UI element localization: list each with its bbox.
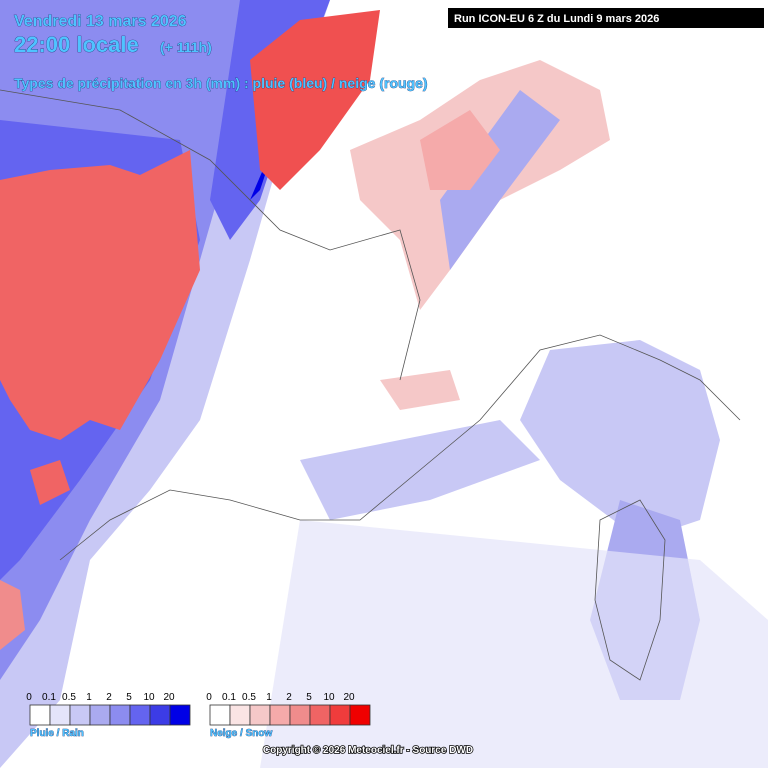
legend-label: 0.5 [242,692,256,703]
legend-swatch [249,704,271,726]
run-info: Run ICON-EU 6 Z du Lundi 9 mars 2026 [454,13,659,25]
legend-swatch [89,704,111,726]
legend-swatch [69,704,91,726]
legend-swatch [49,704,71,726]
legend-label: 2 [286,692,292,703]
legend-swatch [149,704,171,726]
legend-swatch [309,704,331,726]
subtitle: Types de précipitation en 3h (mm) : plui… [14,75,428,91]
legend-swatch [269,704,291,726]
legend-label: 10 [323,692,335,703]
legend-label: 20 [343,692,355,703]
legend-swatch [209,704,231,726]
legend-label: 5 [306,692,312,703]
legend-label: 1 [86,692,92,703]
time: 22:00 locale [14,32,139,57]
snow-title: Neige / Snow [210,728,272,739]
legend-label: 10 [143,692,155,703]
legend-swatch [229,704,251,726]
rain-title: Pluie / Rain [30,728,84,739]
legend-label: 0.1 [42,692,56,703]
legend-swatch [169,704,191,726]
run-box [448,8,764,28]
legend-swatch [329,704,351,726]
legend-label: 0.5 [62,692,76,703]
copyright: Copyright © 2026 Meteociel.fr - Source D… [263,745,473,756]
legend: 0 0.1 0.5 1 2 5 10 20 0 0.1 0.5 1 2 5 10 20 [26,692,371,726]
lead-time: (+ 111h) [160,39,212,55]
legend-swatch [29,704,51,726]
legend-label: 20 [163,692,175,703]
legend-label: 5 [126,692,132,703]
legend-swatch [109,704,131,726]
legend-label: 2 [106,692,112,703]
legend-label: 1 [266,692,272,703]
legend-label: 0 [26,692,32,703]
coastlines [0,89,741,681]
legend-label: 0.1 [222,692,236,703]
legend-label: 0 [206,692,212,703]
legend-swatch [289,704,311,726]
date: Vendredi 13 mars 2026 [14,13,187,30]
legend-swatch [349,704,371,726]
legend-swatch [129,704,151,726]
